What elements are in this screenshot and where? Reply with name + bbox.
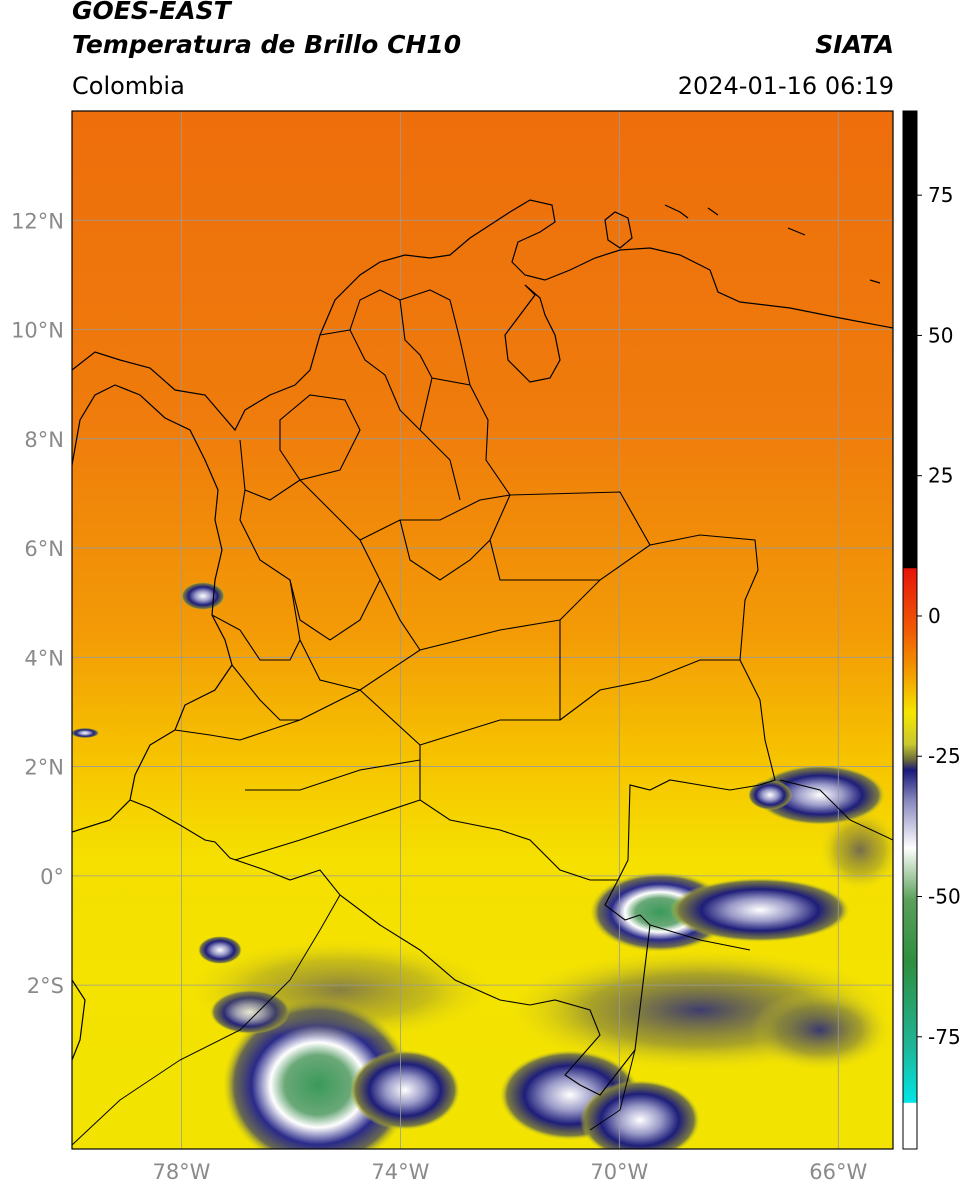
longitude-tick-label: 70°W: [590, 1160, 648, 1184]
cloud-haze: [750, 990, 890, 1070]
longitude-tick-label: 74°W: [371, 1160, 429, 1184]
timestamp-label: 2024-01-16 06:19: [677, 72, 894, 100]
latitude-tick-label: 8°N: [24, 428, 64, 452]
cloud-cluster: [72, 728, 99, 738]
cloud-cluster: [580, 1080, 700, 1149]
cloud-cluster: [755, 765, 885, 825]
cloud-haze: [190, 940, 490, 1040]
colorbar-frame: [902, 110, 918, 1150]
cloud-cluster: [748, 780, 792, 810]
latitude-tick-label: 10°N: [11, 319, 64, 343]
coastline-and-borders: [72, 199, 893, 1061]
map-plot-area: [72, 111, 893, 1149]
colorbar-tick-label: -50: [928, 885, 961, 909]
longitude-axis: 78°W 74°W 70°W 66°W: [152, 1160, 867, 1184]
colorbar-tick-label: 75: [928, 183, 953, 207]
cloud-cluster: [181, 582, 225, 610]
latitude-tick-label: 2°N: [24, 756, 64, 780]
organization-label: SIATA: [815, 30, 894, 59]
country-borders: [129, 289, 776, 1096]
latitude-tick-label: 4°N: [24, 646, 64, 670]
latitude-tick-label: 12°N: [11, 209, 64, 233]
longitude-tick-label: 66°W: [809, 1160, 867, 1184]
colorbar-tick-label: -25: [928, 744, 961, 768]
cloud-haze: [820, 810, 893, 890]
colorbar-tick-label: 0: [928, 604, 941, 628]
longitude-tick-label: 78°W: [152, 1160, 210, 1184]
latitude-tick-label: 2°S: [27, 974, 64, 998]
colorbar-tick-label: 25: [928, 464, 953, 488]
cloud-cluster: [670, 878, 850, 942]
satellite-title: GOES-EAST: [72, 0, 231, 25]
latitude-axis: 12°N 10°N 8°N 6°N 4°N 2°N 0° 2°S: [11, 209, 64, 998]
latitude-tick-label: 0°: [40, 865, 64, 889]
colorbar-tick-label: 50: [928, 323, 953, 347]
colorbar-ticks: 75 50 25 0 -25 -50 -75: [917, 183, 961, 1049]
product-title: Temperatura de Brillo CH10: [72, 30, 462, 59]
colorbar-tick-label: -75: [928, 1025, 961, 1049]
region-label: Colombia: [72, 72, 185, 100]
cloud-cluster: [350, 1050, 460, 1130]
latitude-tick-label: 6°N: [24, 537, 64, 561]
colorbar: [903, 111, 917, 1149]
neighbor-borders: [72, 779, 893, 1146]
map-frame: [71, 110, 894, 1150]
